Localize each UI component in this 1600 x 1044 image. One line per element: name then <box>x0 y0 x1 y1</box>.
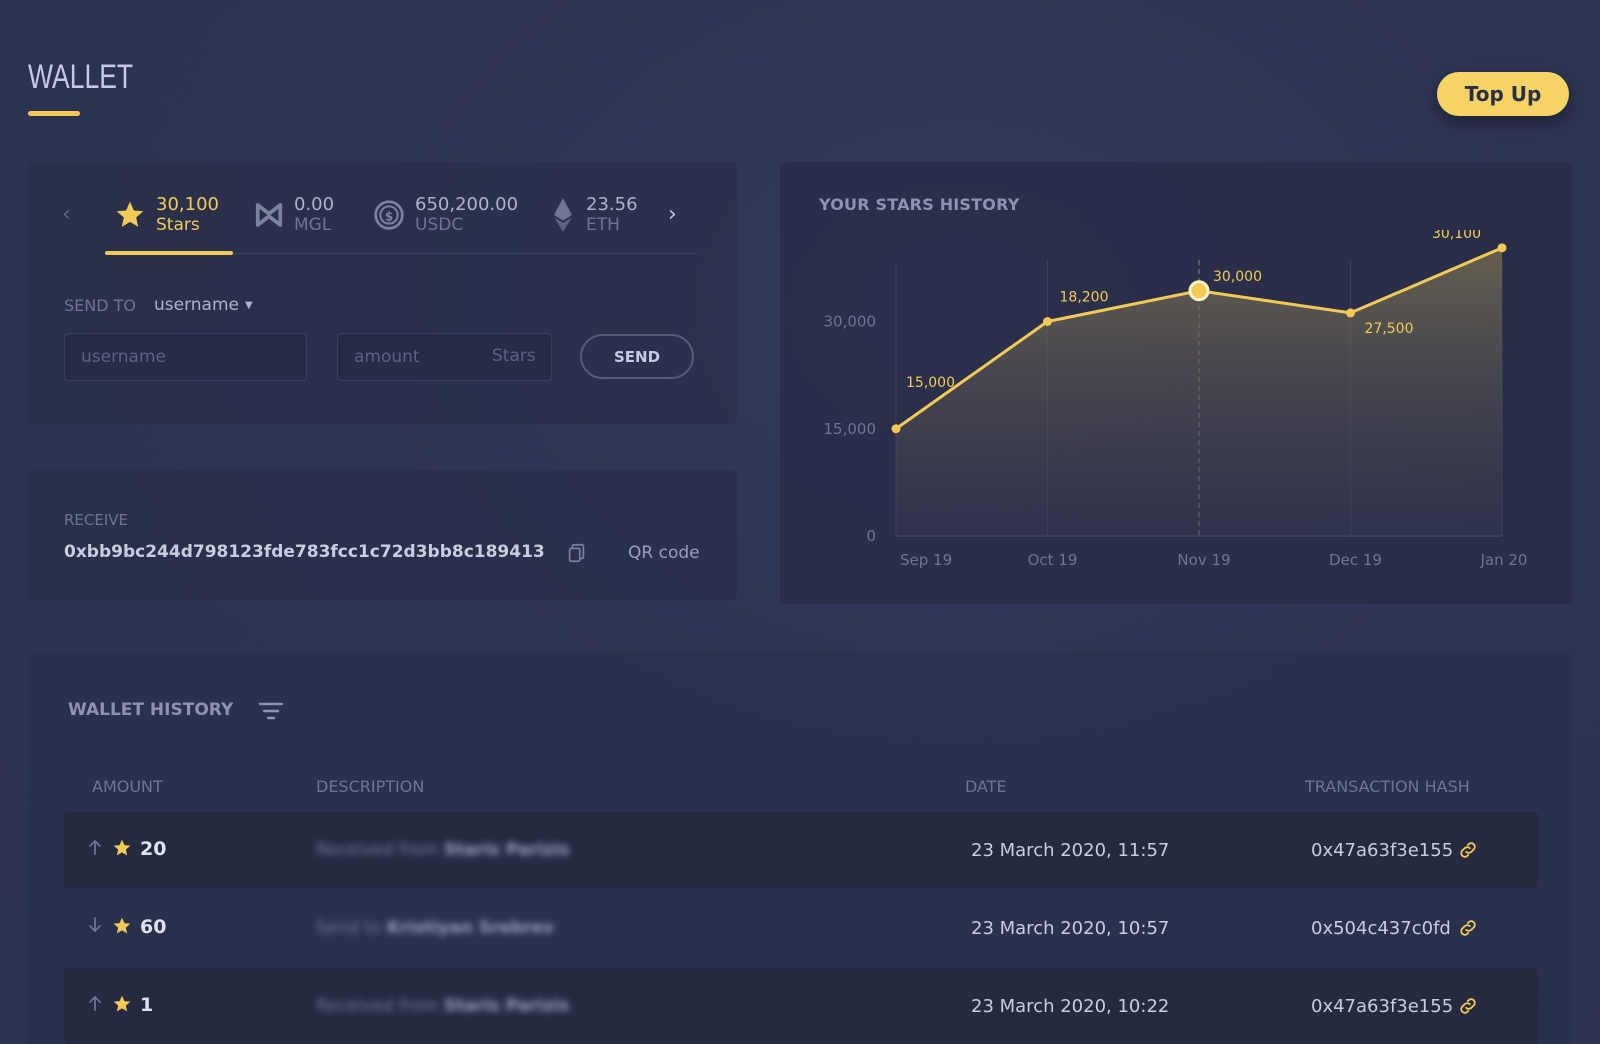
column-header-date: DATE <box>965 777 1007 796</box>
row-amount: 60 <box>140 916 167 938</box>
arrow-up-icon <box>86 994 104 1016</box>
arrow-up-icon <box>86 838 104 860</box>
x-tick-label: Sep 19 <box>900 551 952 569</box>
data-label: 15,000 <box>906 375 955 391</box>
data-label: 18,200 <box>1060 290 1109 306</box>
send-to-mode-value: username <box>154 295 239 315</box>
wallet-address: 0xbb9bc244d798123fde783fcc1c72d3bb8c1894… <box>64 542 545 562</box>
data-label: 30,000 <box>1213 269 1262 285</box>
row-transaction-hash[interactable]: 0x504c437c0fd <box>1311 918 1451 939</box>
table-row[interactable]: 20 Received from Staris Parizis 23 March 2… <box>64 812 1538 888</box>
token-amount: 23.56 <box>586 194 638 215</box>
column-header-description: DESCRIPTION <box>316 777 425 796</box>
y-tick-label: 15,000 <box>824 420 877 438</box>
filter-icon[interactable] <box>258 700 284 726</box>
x-tick-label: Oct 19 <box>1028 551 1078 569</box>
username-input[interactable] <box>64 333 307 381</box>
series-area <box>896 247 1502 537</box>
chart-title: YOUR STARS HISTORY <box>819 195 1020 214</box>
qr-code-link[interactable]: QR code <box>628 543 700 563</box>
link-icon[interactable] <box>1457 839 1479 865</box>
row-description-prefix: Received from <box>316 996 439 1016</box>
data-point-highlighted <box>1188 280 1210 302</box>
data-label: 30,100 <box>1432 230 1481 242</box>
row-description-name: Staris Parizis <box>443 996 570 1016</box>
amount-unit: Stars <box>492 346 536 366</box>
y-tick-label: 0 <box>866 527 876 545</box>
token-tab-usdc[interactable]: $ 650,200.00 USDC <box>373 194 518 236</box>
row-description-prefix: Send to <box>316 918 382 938</box>
page-title: WALLET <box>28 58 134 96</box>
row-description: Send to Kristiyan Srebrev <box>316 918 554 938</box>
chevron-left-icon[interactable]: ‹ <box>62 202 71 227</box>
star-icon <box>114 199 146 231</box>
row-description: Received from Staris Parizis <box>316 996 569 1016</box>
data-label: 27,500 <box>1365 321 1414 337</box>
data-point <box>1346 308 1355 318</box>
send-button[interactable]: SEND <box>580 334 694 379</box>
star-icon <box>112 994 132 1018</box>
token-currency: Stars <box>156 215 200 235</box>
receive-label: RECEIVE <box>64 511 129 529</box>
row-amount: 1 <box>140 994 154 1016</box>
x-tick-label: Dec 19 <box>1329 551 1382 569</box>
row-amount: 20 <box>140 838 167 860</box>
token-amount: 650,200.00 <box>415 194 519 215</box>
x-tick-label: Nov 19 <box>1177 551 1230 569</box>
x-tick-label: Jan 20 <box>1480 551 1528 569</box>
row-date: 23 March 2020, 11:57 <box>971 840 1170 861</box>
table-row[interactable]: 1 Received from Staris Parizis 23 March 20… <box>64 968 1538 1044</box>
top-up-button[interactable]: Top Up <box>1437 72 1569 116</box>
row-date: 23 March 2020, 10:57 <box>971 918 1170 939</box>
arrow-down-icon <box>86 916 104 938</box>
tokens-divider <box>105 253 697 254</box>
ethereum-icon <box>550 197 576 233</box>
row-transaction-hash[interactable]: 0x47a63f3e155 <box>1311 996 1454 1017</box>
column-header-amount: AMOUNT <box>92 777 163 796</box>
svg-text:$: $ <box>385 209 393 223</box>
receive-card <box>27 470 737 600</box>
mgl-logo-icon <box>254 200 284 230</box>
link-icon[interactable] <box>1457 917 1479 943</box>
star-icon <box>112 838 132 862</box>
row-description-name: Staris Parizis <box>443 840 570 860</box>
row-date: 23 March 2020, 10:22 <box>971 996 1170 1017</box>
token-tab-stars[interactable]: 30,100 Stars <box>114 194 219 236</box>
wallet-history-title: WALLET HISTORY <box>68 700 234 720</box>
link-icon[interactable] <box>1457 995 1479 1021</box>
data-point <box>1043 317 1052 326</box>
table-row[interactable]: 60 Send to Kristiyan Srebrev 23 March 2020… <box>64 890 1538 966</box>
token-amount: 0.00 <box>294 194 335 215</box>
token-currency: MGL <box>294 215 332 235</box>
caret-down-icon: ▼ <box>245 299 253 311</box>
chevron-right-icon[interactable]: › <box>668 202 677 227</box>
column-header-transaction-hash: TRANSACTION HASH <box>1305 777 1470 796</box>
token-currency: ETH <box>586 215 620 235</box>
send-to-label: SEND TO <box>64 296 137 315</box>
stars-history-chart: 15,000 18,200 30,000 27,500 30,100 0 15,000 30,… <box>824 230 1528 569</box>
active-token-indicator <box>105 251 233 255</box>
row-transaction-hash[interactable]: 0x47a63f3e155 <box>1311 840 1454 861</box>
data-point <box>891 424 901 434</box>
token-tab-eth[interactable]: 23.56 ETH <box>550 194 638 236</box>
copy-icon[interactable] <box>566 542 588 568</box>
row-description-prefix: Received from <box>316 840 439 860</box>
row-description-name: Kristiyan Srebrev <box>386 918 555 938</box>
token-tab-mgl[interactable]: 0.00 MGL <box>254 194 334 236</box>
usdc-coin-icon: $ <box>373 199 405 231</box>
token-amount: 30,100 <box>156 194 219 215</box>
amount-input[interactable] <box>337 333 552 381</box>
y-tick-label: 30,000 <box>824 313 877 331</box>
title-underline <box>28 111 80 116</box>
data-point <box>1497 243 1507 253</box>
row-description: Received from Staris Parizis <box>316 840 569 860</box>
token-currency: USDC <box>415 215 464 235</box>
star-icon <box>112 916 132 940</box>
send-to-mode-select[interactable]: username ▼ <box>154 295 253 315</box>
